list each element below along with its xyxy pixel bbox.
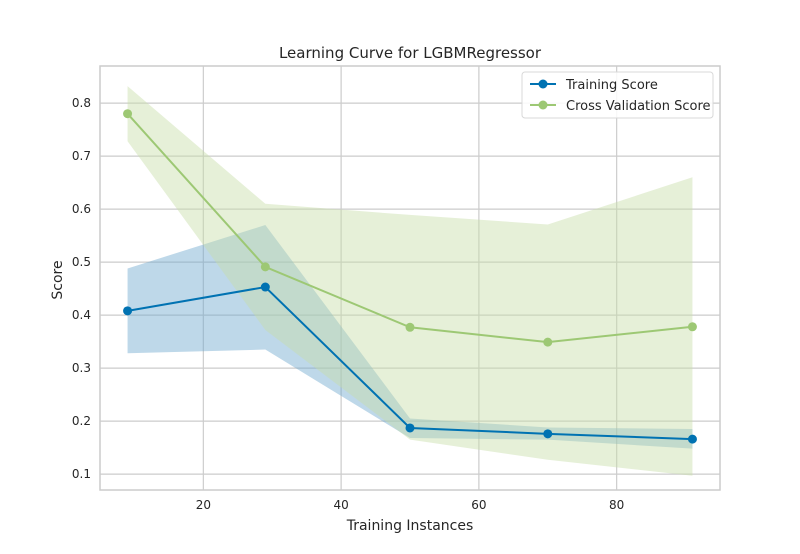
y-tick-label: 0.4	[72, 308, 91, 322]
x-tick-label: 80	[609, 498, 624, 512]
y-tick-label: 0.5	[72, 255, 91, 269]
data-point	[260, 282, 270, 292]
data-point	[405, 423, 415, 433]
y-tick-label: 0.2	[72, 414, 91, 428]
confidence-band	[127, 86, 693, 476]
data-point	[260, 262, 270, 272]
confidence-band	[127, 225, 693, 449]
data-point	[687, 322, 697, 332]
y-tick-label: 0.6	[72, 202, 91, 216]
x-axis-label: Training Instances	[346, 518, 474, 534]
data-point	[687, 434, 697, 444]
data-point	[123, 306, 133, 316]
legend: Training Score Cross Validation Score	[521, 71, 714, 119]
legend-entry-label: Cross Validation Score	[566, 99, 711, 114]
legend-swatch-marker	[538, 79, 548, 89]
y-tick-label: 0.7	[72, 149, 91, 163]
data-point	[123, 109, 133, 119]
y-tick-label: 0.3	[72, 361, 91, 375]
chart-title: Learning Curve for LGBMRegressor	[279, 44, 542, 62]
gridlines	[100, 66, 720, 490]
x-tick-label: 40	[333, 498, 348, 512]
legend-swatch-marker	[538, 100, 548, 110]
data-point	[405, 322, 415, 332]
legend-entry-label: Training Score	[565, 78, 658, 93]
plot-frame	[99, 65, 721, 491]
x-tick-label: 20	[196, 498, 211, 512]
x-tick-label: 60	[471, 498, 486, 512]
data-point	[543, 429, 553, 439]
y-axis-label: Score	[50, 260, 66, 299]
data-point	[543, 337, 553, 347]
legend-box	[521, 71, 714, 119]
y-tick-label: 0.8	[72, 96, 91, 110]
y-tick-label: 0.1	[72, 467, 91, 481]
